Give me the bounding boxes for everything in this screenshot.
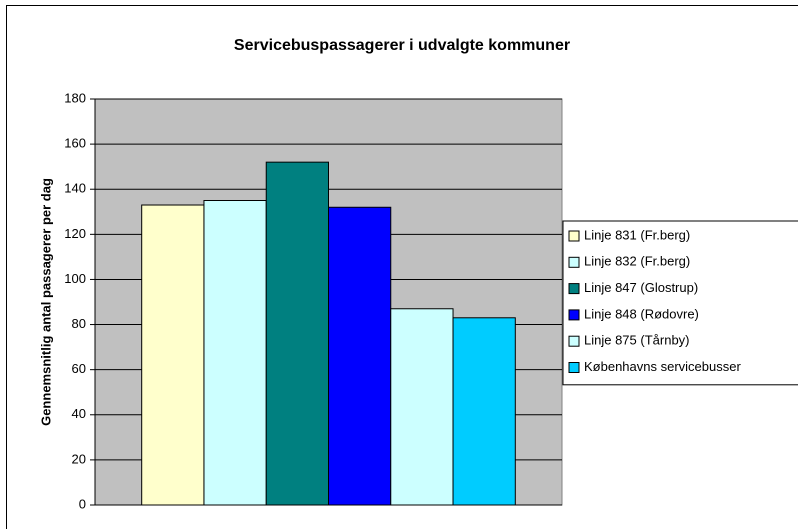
legend-label: Københavns servicebusser: [584, 359, 741, 374]
legend-swatch: [568, 335, 580, 347]
legend-swatch: [568, 309, 580, 321]
legend-label: Linje 848 (Rødovre): [584, 306, 699, 321]
bar: [203, 200, 267, 506]
legend-swatch: [568, 362, 580, 373]
y-tick-label: 40: [72, 406, 86, 421]
bar: [265, 161, 330, 506]
legend-label: Linje 875 (Tårnby): [584, 333, 690, 348]
y-tick-label: 120: [64, 226, 86, 241]
chart-title: Servicebuspassagerer i udvalgte kommuner: [234, 37, 570, 54]
bar: [452, 317, 516, 506]
legend-swatch: [568, 230, 580, 242]
bar: [328, 206, 392, 506]
y-tick-label: 180: [64, 90, 86, 105]
legend-swatch: [568, 283, 580, 295]
legend-label: Linje 831 (Fr.berg): [584, 227, 690, 242]
bar: [390, 308, 454, 506]
bar: [141, 204, 205, 506]
y-tick-label: 140: [64, 181, 86, 196]
legend-label: Linje 847 (Glostrup): [584, 280, 698, 295]
y-tick-label: 0: [79, 496, 86, 511]
y-tick-label: 100: [64, 271, 86, 286]
legend-swatch: [568, 256, 580, 268]
legend-label: Linje 832 (Fr.berg): [584, 254, 690, 269]
legend-box: [562, 220, 798, 386]
y-tick-label: 160: [64, 136, 86, 151]
y-tick-label: 60: [72, 361, 86, 376]
y-axis-label: Gennemsnitlig antal passagerer per dag: [38, 178, 53, 426]
y-tick-label: 20: [72, 451, 86, 466]
y-tick-label: 80: [72, 316, 86, 331]
